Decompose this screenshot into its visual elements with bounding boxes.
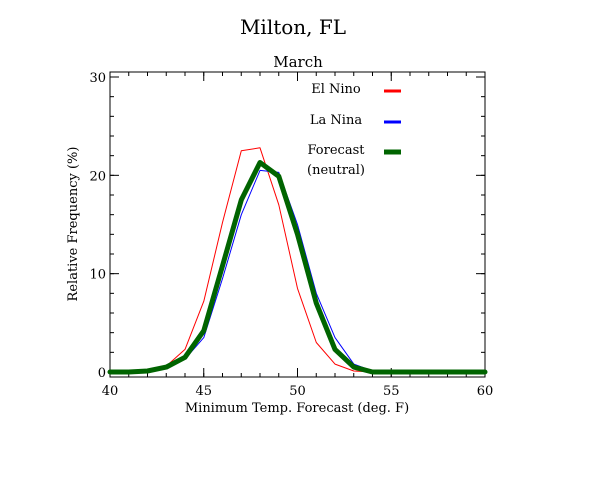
chart-subtitle: March: [273, 53, 323, 71]
y-axis-label: Relative Frequency (%): [66, 147, 81, 302]
legend-label: El Nino: [311, 82, 361, 97]
x-tick-label: 50: [289, 384, 306, 399]
series-lines: [107, 147, 488, 375]
x-axis-label: Minimum Temp. Forecast (deg. F): [185, 401, 409, 416]
y-tick-label: 30: [89, 71, 106, 86]
x-tick-label: 55: [383, 384, 400, 399]
x-tick-label: 60: [477, 384, 494, 399]
legend: El Nino La Nina Forecast (neutral): [307, 82, 401, 178]
series-line-forecast-neutral: [107, 160, 488, 375]
tick-labels: 40 45 50 55 60 0 10 20 30: [89, 71, 493, 399]
y-tick-label: 10: [89, 268, 106, 283]
x-tick-label: 45: [195, 384, 212, 399]
y-tick-label: 0: [98, 366, 106, 381]
legend-label: (neutral): [307, 163, 365, 178]
legend-label: La Nina: [310, 113, 362, 128]
y-tick-label: 20: [89, 169, 106, 184]
series-line-el-nino: [109, 147, 486, 373]
x-tick-label: 40: [102, 384, 119, 399]
series-line-la-nina: [109, 169, 486, 373]
legend-label: Forecast: [308, 143, 366, 158]
chart-title: Milton, FL: [240, 15, 346, 39]
